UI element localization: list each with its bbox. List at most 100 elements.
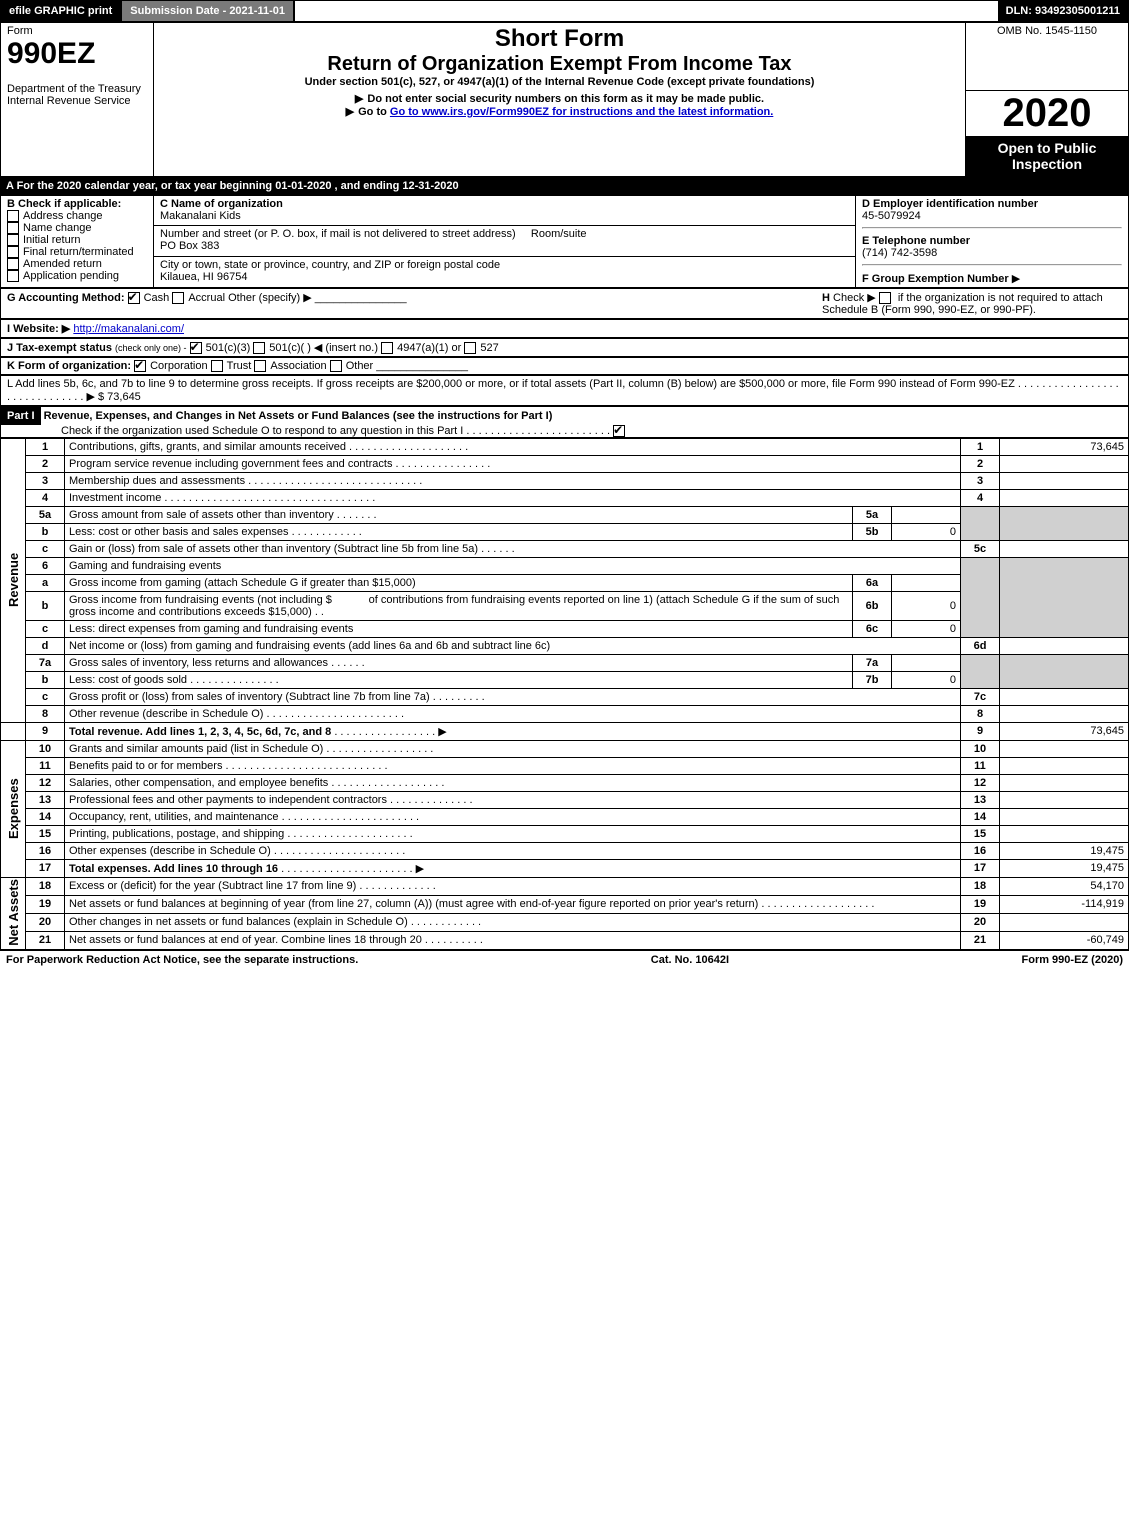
line-rnum: 4: [961, 489, 1000, 506]
schedule-b-checkbox[interactable]: [879, 292, 891, 304]
application-pending-checkbox[interactable]: [7, 270, 19, 282]
line-amount: [1000, 637, 1129, 654]
dln: DLN: 93492305001211: [998, 1, 1128, 21]
line-desc: Printing, publications, postage, and shi…: [69, 828, 284, 840]
line-rnum: 21: [961, 931, 1000, 949]
line-num: 4: [26, 489, 65, 506]
line-rnum: 18: [961, 877, 1000, 895]
line-num: 5a: [26, 506, 65, 523]
line-desc: Excess or (deficit) for the year (Subtra…: [69, 880, 356, 892]
tax-year: 2020: [966, 91, 1128, 136]
initial-return-label: Initial return: [23, 234, 80, 246]
gross-receipts-row: L Add lines 5b, 6c, and 7b to line 9 to …: [0, 375, 1129, 406]
address-change-checkbox[interactable]: [7, 210, 19, 222]
line-rnum: 16: [961, 842, 1000, 859]
irs-link[interactable]: Go to www.irs.gov/Form990EZ for instruct…: [390, 106, 773, 118]
line-rnum: 1: [961, 438, 1000, 455]
website-link[interactable]: http://makanalani.com/: [73, 323, 184, 335]
line-desc: Membership dues and assessments: [69, 475, 245, 487]
line-num: 16: [26, 842, 65, 859]
line-amount: [1000, 705, 1129, 722]
tax-exempt-note: (check only one) -: [115, 343, 187, 353]
line-desc: Less: direct expenses from gaming and fu…: [69, 623, 353, 635]
revenue-label: Revenue: [1, 438, 26, 722]
open-to-public: Open to Public Inspection: [966, 136, 1128, 176]
schedule-o-checkbox[interactable]: [613, 425, 625, 437]
trust-label: Trust: [227, 360, 252, 372]
form-number: 990EZ: [7, 37, 95, 70]
line-desc: Salaries, other compensation, and employ…: [69, 777, 328, 789]
address-change-label: Address change: [23, 210, 103, 222]
final-return-checkbox[interactable]: [7, 246, 19, 258]
footer-right: Form 990-EZ (2020): [1022, 954, 1123, 966]
accrual-checkbox[interactable]: [172, 292, 184, 304]
line-rnum: 15: [961, 825, 1000, 842]
line-desc: Gaming and fundraising events: [69, 560, 221, 572]
org-name-label: C Name of organization: [160, 198, 283, 210]
form-org-label: K Form of organization:: [7, 360, 131, 372]
phone-label: E Telephone number: [862, 235, 970, 247]
ein-label: D Employer identification number: [862, 198, 1038, 210]
line-num: 9: [26, 722, 65, 740]
line-amount: [1000, 472, 1129, 489]
other-org-checkbox[interactable]: [330, 360, 342, 372]
sub-value: 0: [892, 620, 961, 637]
line-desc: Benefits paid to or for members: [69, 760, 222, 772]
line-num: 14: [26, 808, 65, 825]
line-num: 6: [26, 557, 65, 574]
line-rnum: 17: [961, 859, 1000, 877]
line-num: a: [26, 574, 65, 591]
line-amount: [1000, 489, 1129, 506]
sub-num: 5a: [853, 506, 892, 523]
corporation-checkbox[interactable]: [134, 360, 146, 372]
line-num: 10: [26, 740, 65, 757]
city-label: City or town, state or province, country…: [160, 259, 500, 271]
line-num: b: [26, 591, 65, 620]
efile-print-label[interactable]: efile GRAPHIC print: [1, 1, 120, 21]
501c3-checkbox[interactable]: [190, 342, 202, 354]
line-rnum: 3: [961, 472, 1000, 489]
cash-checkbox[interactable]: [128, 292, 140, 304]
amended-return-checkbox[interactable]: [7, 258, 19, 270]
initial-return-checkbox[interactable]: [7, 234, 19, 246]
section-l-value: ▶ $ 73,645: [86, 391, 140, 403]
line-amount: [1000, 740, 1129, 757]
line-num: 18: [26, 877, 65, 895]
section-h-label: H: [822, 292, 830, 304]
line-amount: 54,170: [1000, 877, 1129, 895]
cash-label: Cash: [144, 292, 170, 304]
501c-checkbox[interactable]: [253, 342, 265, 354]
line-desc: Total expenses. Add lines 10 through 16: [69, 863, 278, 875]
phone-value: (714) 742-3598: [862, 247, 937, 259]
line-num: 8: [26, 705, 65, 722]
trust-checkbox[interactable]: [211, 360, 223, 372]
line-desc: Gross sales of inventory, less returns a…: [69, 657, 328, 669]
line-num: 13: [26, 791, 65, 808]
line-desc: Net assets or fund balances at beginning…: [69, 898, 758, 910]
page-footer: For Paperwork Reduction Act Notice, see …: [0, 950, 1129, 969]
name-change-checkbox[interactable]: [7, 222, 19, 234]
line-rnum: 2: [961, 455, 1000, 472]
527-label: 527: [480, 342, 498, 354]
line-amount: 73,645: [1000, 438, 1129, 455]
website-row: I Website: ▶ http://makanalani.com/: [0, 319, 1129, 338]
4947-checkbox[interactable]: [381, 342, 393, 354]
sub-num: 7b: [853, 671, 892, 688]
line-desc: Gross income from gaming (attach Schedul…: [69, 577, 416, 589]
line-desc: Other expenses (describe in Schedule O): [69, 845, 271, 857]
city-value: Kilauea, HI 96754: [160, 271, 247, 283]
line-amount: [1000, 825, 1129, 842]
line-amount: [1000, 913, 1129, 931]
line-num: b: [26, 671, 65, 688]
accounting-method-label: G Accounting Method:: [7, 292, 125, 304]
line-desc: Gain or (loss) from sale of assets other…: [69, 543, 478, 555]
line-num: 17: [26, 859, 65, 877]
form-of-org-row: K Form of organization: Corporation Trus…: [0, 357, 1129, 375]
line-amount: -114,919: [1000, 895, 1129, 913]
ssn-warning: Do not enter social security numbers on …: [160, 92, 959, 105]
501c-label: 501(c)( ) ◀ (insert no.): [269, 342, 378, 354]
sub-value: 0: [892, 523, 961, 540]
association-checkbox[interactable]: [254, 360, 266, 372]
line-amount: [1000, 540, 1129, 557]
527-checkbox[interactable]: [464, 342, 476, 354]
